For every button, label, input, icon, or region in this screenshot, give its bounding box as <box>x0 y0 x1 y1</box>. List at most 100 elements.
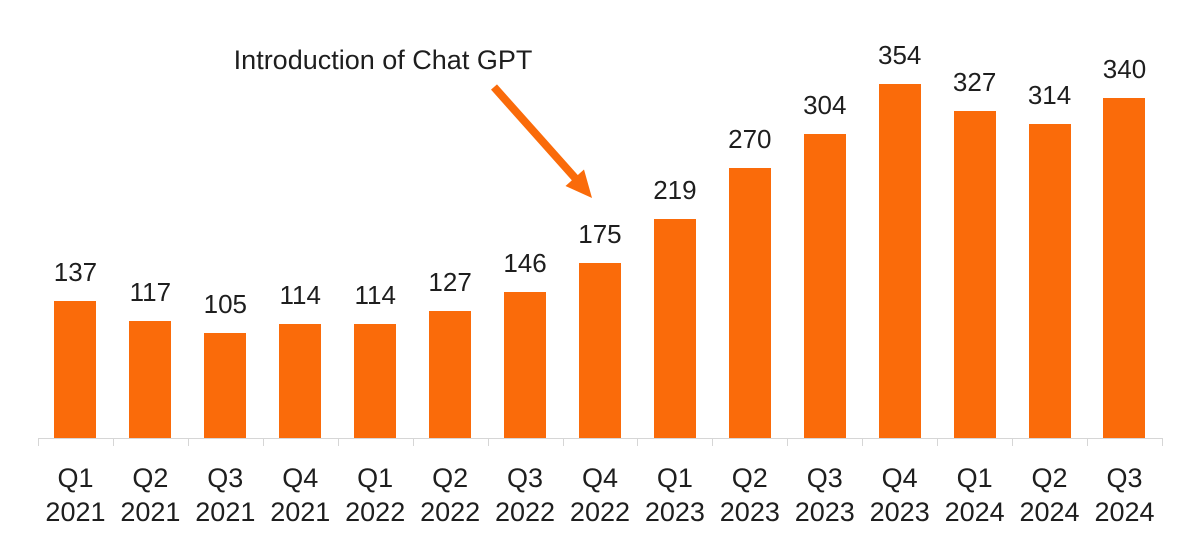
x-axis-tick <box>337 438 339 446</box>
x-axis-label: Q1 2022 <box>338 461 413 529</box>
x-axis-tick <box>862 438 864 446</box>
x-axis-label: Q2 2023 <box>712 461 787 529</box>
x-axis-label-line: Q3 <box>507 463 544 493</box>
bar-value-label: 314 <box>1027 80 1072 110</box>
x-axis-label-line: 2023 <box>719 497 780 527</box>
bar-value-label: 175 <box>578 219 622 249</box>
x-axis-label-line: Q2 <box>731 463 768 493</box>
x-axis-label-line: 2021 <box>45 497 106 527</box>
bar-value-label: 146 <box>503 248 547 278</box>
bar <box>1028 124 1071 438</box>
bar <box>204 333 247 438</box>
x-axis-label-line: Q1 <box>357 463 394 493</box>
x-axis-label-line: Q3 <box>806 463 843 493</box>
x-axis-label-line: Q1 <box>57 463 94 493</box>
x-axis-label: Q3 2022 <box>488 461 563 529</box>
x-axis-label: Q4 2022 <box>563 461 638 529</box>
bar-value-label: 127 <box>428 267 472 297</box>
x-axis-label-line: Q4 <box>282 463 319 493</box>
bar-value-label: 354 <box>877 40 922 70</box>
x-axis-label: Q1 2023 <box>637 461 712 529</box>
x-axis-label-line: 2021 <box>195 497 256 527</box>
bar <box>953 111 996 438</box>
bar-column: 314 <box>1012 0 1087 438</box>
x-axis-label-line: Q1 <box>656 463 693 493</box>
x-axis-tick <box>262 438 264 446</box>
bar-value-label: 117 <box>129 277 172 307</box>
x-axis-label-line: Q3 <box>1106 463 1143 493</box>
bar-value-label: 105 <box>203 289 248 319</box>
bar-value-label: 304 <box>803 90 847 120</box>
x-axis-label: Q4 2023 <box>862 461 937 529</box>
x-axis-line <box>38 438 1162 439</box>
x-axis-label-line: 2021 <box>120 497 181 527</box>
x-axis-label-line: Q4 <box>881 463 918 493</box>
x-axis-tick <box>637 438 639 446</box>
x-axis-label-line: Q2 <box>132 463 169 493</box>
x-axis-tick <box>1012 438 1014 446</box>
x-axis-label: Q2 2021 <box>113 461 188 529</box>
bar-value-label: 114 <box>354 280 396 310</box>
x-axis-label-line: 2023 <box>794 497 855 527</box>
x-axis-label-line: 2022 <box>495 497 556 527</box>
x-axis-tick <box>487 438 489 446</box>
x-axis-label: Q3 2024 <box>1087 461 1162 529</box>
bar-column: 340 <box>1087 0 1162 438</box>
bar <box>653 219 696 438</box>
bar-column: 304 <box>787 0 862 438</box>
x-axis-tick <box>787 438 789 446</box>
bar-value-label: 114 <box>279 280 321 310</box>
bar <box>354 324 397 438</box>
bar-column: 114 <box>263 0 338 438</box>
x-axis-label: Q3 2023 <box>787 461 862 529</box>
x-axis-label-line: Q4 <box>581 463 618 493</box>
bar-column: 114 <box>338 0 413 438</box>
x-axis-tick <box>1161 438 1163 446</box>
x-axis-label-line: 2021 <box>270 497 331 527</box>
bar <box>429 311 472 438</box>
x-axis-tick <box>187 438 189 446</box>
x-axis-label: Q2 2022 <box>413 461 488 529</box>
bar-column: 219 <box>637 0 712 438</box>
x-axis-label: Q4 2021 <box>263 461 338 529</box>
bar <box>279 324 322 438</box>
bar <box>1103 98 1146 438</box>
x-axis-label-line: 2023 <box>869 497 930 527</box>
x-axis-label-line: 2022 <box>345 497 406 527</box>
x-axis-label-line: Q3 <box>207 463 244 493</box>
bar <box>878 84 921 438</box>
x-axis-label-line: 2022 <box>569 497 630 527</box>
x-axis-label: Q3 2021 <box>188 461 263 529</box>
annotation-label: Introduction of Chat GPT <box>233 45 533 75</box>
x-axis-label: Q1 2021 <box>38 461 113 529</box>
x-axis-label-line: Q2 <box>1031 463 1068 493</box>
bar-column: 270 <box>712 0 787 438</box>
bar <box>54 301 97 438</box>
x-axis-label: Q1 2024 <box>937 461 1012 529</box>
bar-column: 137 <box>38 0 113 438</box>
x-axis-tick <box>937 438 939 446</box>
x-axis-label: Q2 2024 <box>1012 461 1087 529</box>
x-axis-label-line: 2024 <box>1019 497 1080 527</box>
x-axis-tick <box>112 438 114 446</box>
bar <box>803 134 846 438</box>
x-axis-label-line: Q2 <box>432 463 469 493</box>
bar <box>728 168 771 438</box>
x-axis-tick <box>712 438 714 446</box>
x-axis-label-line: 2024 <box>1094 497 1155 527</box>
bar <box>504 292 547 438</box>
x-axis-label-line: Q1 <box>956 463 993 493</box>
bar-column: 354 <box>862 0 937 438</box>
bar-column: 105 <box>188 0 263 438</box>
bar-column: 175 <box>563 0 638 438</box>
bar-column: 146 <box>488 0 563 438</box>
x-axis-tick <box>1087 438 1089 446</box>
bar-column: 127 <box>413 0 488 438</box>
bar-column: 327 <box>937 0 1012 438</box>
bar-value-label: 270 <box>728 124 772 154</box>
bar-column: 117 <box>113 0 188 438</box>
x-axis-label-line: 2023 <box>644 497 705 527</box>
x-axis-label-line: 2022 <box>420 497 481 527</box>
